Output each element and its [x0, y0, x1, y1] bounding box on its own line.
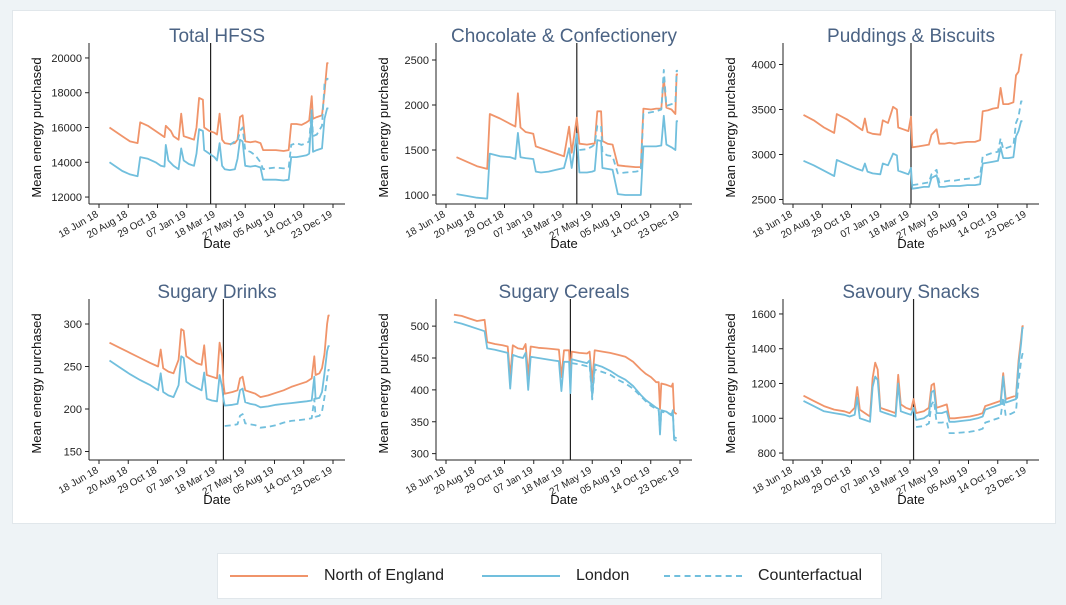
y-tick-label: 12000	[51, 192, 82, 204]
chart-title: Sugary Drinks	[157, 282, 276, 303]
chart-title: Puddings & Biscuits	[827, 26, 995, 47]
series-line-north	[109, 314, 330, 399]
series-line-london	[453, 320, 678, 442]
y-tick-label: 18000	[51, 88, 82, 100]
chart-title: Chocolate & Confectionery	[451, 26, 678, 47]
y-tick-label: 450	[411, 353, 429, 365]
series-line-counterfactual	[224, 369, 330, 429]
y-tick-label: 2500	[752, 195, 776, 207]
series-line-counterfactual	[579, 69, 678, 175]
series-line-counterfactual	[229, 77, 329, 171]
chart-grid: Total HFSS 12000 14000 16000 18000 20000 18 Ju…	[12, 10, 1056, 524]
legend-label-london: London	[576, 567, 630, 584]
y-axis-label: Mean energy purchased	[29, 313, 44, 453]
y-axis-label: Mean energy purchased	[723, 313, 738, 453]
chart-panel: Sugary Drinks 150 200 250 300 18 Jun 18 20 Aug…	[13, 267, 360, 523]
series-line-north	[456, 73, 678, 170]
y-tick-label: 150	[64, 447, 82, 459]
legend-swatch-north	[230, 575, 308, 577]
y-tick-label: 200	[64, 404, 82, 416]
legend-item-north: North of England	[230, 554, 444, 598]
y-tick-label: 250	[64, 362, 82, 374]
y-tick-label: 1000	[752, 413, 776, 425]
legend-swatch-counterfactual	[664, 575, 742, 577]
y-axis-label: Mean energy purchased	[376, 57, 391, 197]
y-axis-label: Mean energy purchased	[376, 313, 391, 453]
y-axis-label: Mean energy purchased	[723, 57, 738, 197]
y-tick-label: 1500	[405, 145, 429, 157]
y-tick-label: 1200	[752, 379, 776, 391]
y-tick-label: 800	[758, 448, 776, 460]
chart-title: Sugary Cereals	[499, 282, 630, 303]
y-tick-label: 1400	[752, 344, 776, 356]
y-tick-label: 2000	[405, 100, 429, 112]
series-line-counterfactual	[912, 100, 1023, 186]
chart-panel: Total HFSS 12000 14000 16000 18000 20000 18 Ju…	[13, 11, 360, 267]
chart-panel: Puddings & Biscuits 2500 3000 3500 4000 18 Ju…	[707, 11, 1054, 267]
y-tick-label: 14000	[51, 157, 82, 169]
chart-title: Savoury Snacks	[842, 282, 979, 303]
legend-item-counterfactual: Counterfactual	[664, 554, 862, 598]
y-tick-label: 300	[64, 319, 82, 331]
series-line-london	[803, 120, 1023, 190]
y-tick-label: 20000	[51, 53, 82, 65]
x-axis-label: Date	[203, 492, 230, 507]
y-tick-label: 16000	[51, 123, 82, 135]
chart-panel: Sugary Cereals 300 350 400 450 500 18 Jun 18 20…	[360, 267, 707, 523]
series-line-london	[108, 107, 329, 182]
chart-svg: Chocolate & Confectionery 1000 1500 2000 250…	[376, 26, 692, 251]
y-tick-label: 1000	[405, 190, 429, 202]
y-tick-label: 3000	[752, 150, 776, 162]
legend-label-north: North of England	[324, 567, 445, 584]
x-axis-label: Date	[550, 236, 577, 251]
x-axis-label: Date	[897, 492, 924, 507]
y-tick-label: 4000	[752, 60, 776, 72]
legend-label-counterfactual: Counterfactual	[758, 567, 863, 584]
y-tick-label: 300	[411, 449, 429, 461]
y-tick-label: 3500	[752, 105, 776, 117]
x-axis-label: Date	[897, 236, 924, 251]
y-tick-label: 2500	[405, 55, 429, 67]
series-line-counterfactual	[915, 353, 1024, 435]
y-tick-label: 1600	[752, 309, 776, 321]
y-tick-label: 400	[411, 385, 429, 397]
y-tick-label: 500	[411, 321, 429, 333]
series-line-london	[803, 327, 1024, 423]
chart-title: Total HFSS	[169, 26, 265, 47]
chart-panel: Savoury Snacks 800 1000 1200 1400 1600 18 Jun …	[707, 267, 1054, 523]
y-tick-label: 350	[411, 417, 429, 429]
series-line-counterfactual	[571, 362, 677, 440]
series-line-london	[456, 114, 678, 200]
legend-swatch-london	[482, 575, 560, 577]
x-axis-label: Date	[550, 492, 577, 507]
series-line-london	[108, 345, 330, 409]
series-line-north	[108, 62, 329, 152]
series-line-north	[803, 53, 1023, 149]
y-axis-label: Mean energy purchased	[29, 57, 44, 197]
x-axis-label: Date	[203, 236, 230, 251]
legend: North of England London Counterfactual	[217, 553, 882, 599]
chart-panel: Chocolate & Confectionery 1000 1500 2000 250…	[360, 11, 707, 267]
legend-item-london: London	[482, 554, 629, 598]
